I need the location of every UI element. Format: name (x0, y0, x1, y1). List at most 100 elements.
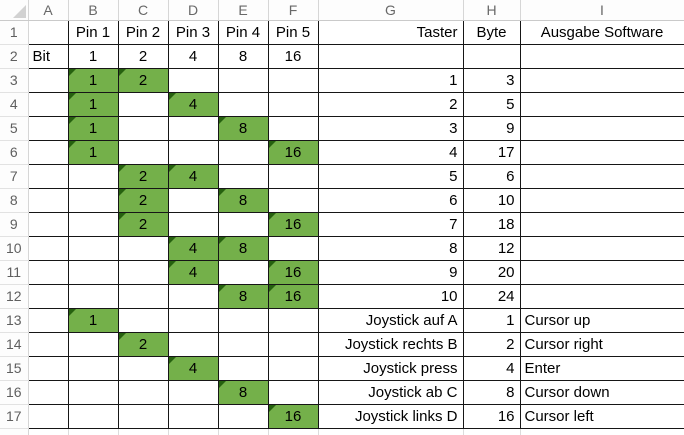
cell-A15[interactable] (27, 355, 69, 381)
cell-F3[interactable] (267, 67, 319, 93)
cell-E1[interactable]: Pin 4 (217, 19, 269, 45)
select-all-corner[interactable] (0, 0, 29, 21)
cell-F15[interactable] (267, 355, 319, 381)
cell-E3[interactable] (217, 67, 269, 93)
row-header-4[interactable]: 4 (0, 92, 29, 117)
cell-E6[interactable] (217, 139, 269, 165)
cell-I6[interactable] (519, 139, 684, 165)
cell-I13[interactable]: Cursor up (519, 307, 684, 333)
cell-A10[interactable] (27, 235, 69, 261)
cell-I17[interactable]: Cursor left (519, 403, 684, 429)
cell-C12[interactable] (117, 283, 169, 309)
cell-C3[interactable]: 2 (117, 67, 169, 93)
cell-B12[interactable] (67, 283, 119, 309)
cell-F11[interactable]: 16 (267, 259, 319, 285)
cell-G3[interactable]: 1 (317, 67, 464, 93)
cell-D2[interactable]: 4 (167, 43, 219, 69)
cell-H4[interactable]: 5 (462, 91, 521, 117)
column-header-D[interactable]: D (168, 0, 219, 21)
cell-E16[interactable]: 8 (217, 379, 269, 405)
cell-F1[interactable]: Pin 5 (267, 19, 319, 45)
cell-D1[interactable]: Pin 3 (167, 19, 219, 45)
cell-B2[interactable]: 1 (67, 43, 119, 69)
cell-F9[interactable]: 16 (267, 211, 319, 237)
cell-D16[interactable] (167, 379, 219, 405)
row-header-2[interactable]: 2 (0, 44, 29, 69)
cell-E17[interactable] (217, 403, 269, 429)
cell-C13[interactable] (117, 307, 169, 333)
row-header-17[interactable]: 17 (0, 404, 29, 429)
cell-C4[interactable] (117, 91, 169, 117)
cell-H10[interactable]: 12 (462, 235, 521, 261)
cell-B3[interactable]: 1 (67, 67, 119, 93)
cell-I16[interactable]: Cursor down (519, 379, 684, 405)
cell-G13[interactable]: Joystick auf A (317, 307, 464, 333)
cell-G12[interactable]: 10 (317, 283, 464, 309)
cell-C11[interactable] (117, 259, 169, 285)
cell-C1[interactable]: Pin 2 (117, 19, 169, 45)
column-header-I[interactable]: I (520, 0, 684, 21)
cell-B11[interactable] (67, 259, 119, 285)
cell-D4[interactable]: 4 (167, 91, 219, 117)
cell-I1[interactable]: Ausgabe Software (519, 19, 684, 45)
column-header-C[interactable]: C (118, 0, 169, 21)
cell-C15[interactable] (117, 355, 169, 381)
cell-F6[interactable]: 16 (267, 139, 319, 165)
column-header-E[interactable]: E (218, 0, 269, 21)
column-header-F[interactable]: F (268, 0, 319, 21)
cell-A3[interactable] (27, 67, 69, 93)
cell-H16[interactable]: 8 (462, 379, 521, 405)
cell-G7[interactable]: 5 (317, 163, 464, 189)
cell-A13[interactable] (27, 307, 69, 333)
cell-A17[interactable] (27, 403, 69, 429)
cell-A11[interactable] (27, 259, 69, 285)
cell-D13[interactable] (167, 307, 219, 333)
cell-F10[interactable] (267, 235, 319, 261)
cell-E12[interactable]: 8 (217, 283, 269, 309)
cell-B1[interactable]: Pin 1 (67, 19, 119, 45)
cell-B4[interactable]: 1 (67, 91, 119, 117)
cell-H13[interactable]: 1 (462, 307, 521, 333)
cell-F7[interactable] (267, 163, 319, 189)
row-header-6[interactable]: 6 (0, 140, 29, 165)
cell-A1[interactable] (27, 19, 69, 45)
cell-I10[interactable] (519, 235, 684, 261)
cell-F5[interactable] (267, 115, 319, 141)
cell-C14[interactable]: 2 (117, 331, 169, 357)
cell-F12[interactable]: 16 (267, 283, 319, 309)
cell-G17[interactable]: Joystick links D (317, 403, 464, 429)
cell-E5[interactable]: 8 (217, 115, 269, 141)
cell-D14[interactable] (167, 331, 219, 357)
cell-I11[interactable] (519, 259, 684, 285)
row-header-7[interactable]: 7 (0, 164, 29, 189)
cell-I4[interactable] (519, 91, 684, 117)
cell-F17[interactable]: 16 (267, 403, 319, 429)
cell-E13[interactable] (217, 307, 269, 333)
cell-B5[interactable]: 1 (67, 115, 119, 141)
cell-B9[interactable] (67, 211, 119, 237)
cell-G11[interactable]: 9 (317, 259, 464, 285)
cell-C10[interactable] (117, 235, 169, 261)
cell-H11[interactable]: 20 (462, 259, 521, 285)
cell-D3[interactable] (167, 67, 219, 93)
cell-G6[interactable]: 4 (317, 139, 464, 165)
column-header-B[interactable]: B (68, 0, 119, 21)
cell-H15[interactable]: 4 (462, 355, 521, 381)
cell-E15[interactable] (217, 355, 269, 381)
cell-C2[interactable]: 2 (117, 43, 169, 69)
cell-H9[interactable]: 18 (462, 211, 521, 237)
cell-B6[interactable]: 1 (67, 139, 119, 165)
cell-D11[interactable]: 4 (167, 259, 219, 285)
cell-E14[interactable] (217, 331, 269, 357)
cell-A2[interactable]: Bit (27, 43, 69, 69)
cell-A12[interactable] (27, 283, 69, 309)
cell-E8[interactable]: 8 (217, 187, 269, 213)
column-header-A[interactable]: A (28, 0, 69, 21)
cell-I8[interactable] (519, 187, 684, 213)
cell-E4[interactable] (217, 91, 269, 117)
cell-I3[interactable] (519, 67, 684, 93)
row-header-11[interactable]: 11 (0, 260, 29, 285)
row-header-3[interactable]: 3 (0, 68, 29, 93)
cell-B7[interactable] (67, 163, 119, 189)
cell-E10[interactable]: 8 (217, 235, 269, 261)
